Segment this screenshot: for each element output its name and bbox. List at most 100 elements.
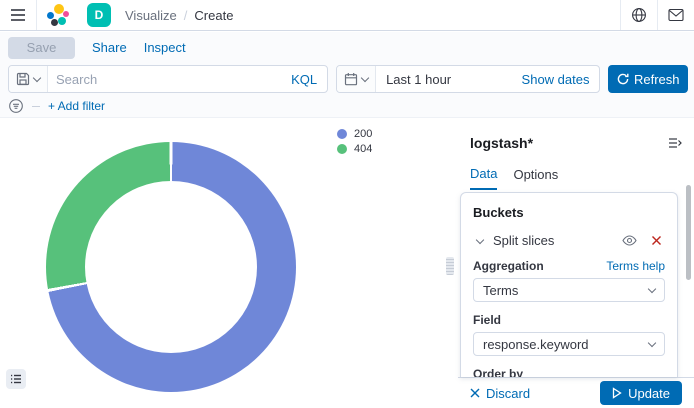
legend-item-200[interactable]: 200 bbox=[337, 128, 372, 140]
elastic-logo-dot bbox=[51, 19, 58, 26]
config-panel-header: logstash* bbox=[458, 118, 694, 162]
elastic-logo-dot bbox=[63, 11, 69, 17]
filter-bar-divider bbox=[32, 105, 40, 107]
elastic-logo[interactable] bbox=[47, 4, 69, 26]
field-field-group: Field response.keyword bbox=[473, 313, 665, 356]
chevron-down-icon[interactable] bbox=[475, 235, 485, 244]
play-icon bbox=[612, 387, 622, 399]
order-by-field-group: Order by Metric: Count bbox=[473, 367, 665, 377]
update-button[interactable]: Update bbox=[600, 381, 682, 405]
refresh-button[interactable]: Refresh bbox=[608, 65, 688, 93]
inspect-button[interactable]: Inspect bbox=[143, 40, 186, 55]
donut-chart[interactable] bbox=[46, 142, 296, 392]
legend-toggle-button[interactable] bbox=[6, 369, 26, 389]
calendar-icon bbox=[344, 72, 358, 86]
config-tabs: Data Options bbox=[458, 162, 694, 190]
legend-swatch bbox=[337, 144, 347, 154]
breadcrumb-separator: / bbox=[183, 7, 188, 23]
breadcrumb-create: Create bbox=[194, 7, 234, 23]
donut-hole bbox=[85, 181, 257, 353]
saved-query-menu[interactable] bbox=[9, 66, 48, 92]
order-by-label: Order by bbox=[473, 367, 524, 377]
legend-item-404[interactable]: 404 bbox=[337, 143, 372, 155]
breadcrumb: Visualize / Create bbox=[125, 8, 233, 23]
toggle-visibility-button[interactable] bbox=[619, 235, 640, 246]
show-dates-button[interactable]: Show dates bbox=[521, 71, 590, 87]
field-select[interactable]: response.keyword bbox=[473, 332, 665, 356]
aggregation-select[interactable]: Terms bbox=[473, 278, 665, 302]
filter-options-button[interactable] bbox=[8, 97, 24, 115]
top-header: D Visualize / Create bbox=[0, 0, 694, 31]
legend-swatch bbox=[337, 129, 347, 139]
aggregation-label: Aggregation bbox=[473, 259, 544, 273]
aggregation-field-group: Aggregation Terms help Terms bbox=[473, 259, 665, 302]
elastic-logo-dot bbox=[58, 17, 66, 25]
legend-label: 404 bbox=[354, 143, 373, 155]
tab-options[interactable]: Options bbox=[513, 166, 558, 190]
chart-legend: 200 404 bbox=[337, 128, 372, 155]
chevron-down-icon bbox=[647, 338, 657, 347]
elastic-logo-dot bbox=[47, 12, 54, 19]
remove-bucket-button[interactable] bbox=[648, 235, 665, 246]
menu-right-icon bbox=[668, 137, 682, 149]
date-quick-menu[interactable] bbox=[337, 66, 377, 92]
filter-circle-icon bbox=[8, 98, 24, 114]
query-bar: KQL Last 1 hour Show dates Refresh bbox=[0, 63, 694, 95]
buckets-card: Buckets Split slices bbox=[460, 192, 678, 377]
config-panel-body: Buckets Split slices bbox=[458, 190, 694, 377]
space-badge[interactable]: D bbox=[87, 3, 111, 27]
index-pattern-title: logstash* bbox=[470, 135, 534, 151]
search-box: KQL bbox=[8, 65, 329, 93]
main-content: 200 404 logstash* bbox=[0, 118, 694, 408]
chevron-down-icon bbox=[647, 284, 657, 293]
update-label: Update bbox=[628, 385, 670, 401]
config-panel-footer: Discard Update bbox=[458, 377, 694, 408]
header-right-icons bbox=[620, 0, 694, 30]
envelope-icon bbox=[668, 8, 684, 22]
header-divider bbox=[620, 0, 621, 30]
split-slices-row: Split slices bbox=[473, 233, 665, 248]
share-button[interactable]: Share bbox=[92, 40, 127, 55]
tab-data[interactable]: Data bbox=[470, 166, 498, 190]
refresh-icon bbox=[617, 73, 629, 85]
help-menu-button[interactable] bbox=[621, 0, 657, 30]
header-divider bbox=[657, 0, 658, 30]
close-icon bbox=[470, 388, 480, 398]
filter-bar: + Add filter bbox=[0, 95, 694, 118]
panel-scrollbar-thumb[interactable] bbox=[686, 185, 691, 280]
legend-label: 200 bbox=[354, 128, 373, 140]
terms-help-link[interactable]: Terms help bbox=[606, 259, 665, 273]
discard-button[interactable]: Discard bbox=[470, 386, 530, 401]
newsfeed-button[interactable] bbox=[658, 0, 694, 30]
aggregation-value: Terms bbox=[483, 282, 519, 298]
date-picker: Last 1 hour Show dates bbox=[336, 65, 601, 93]
list-icon bbox=[10, 373, 22, 385]
visualization-area: 200 404 bbox=[0, 118, 458, 408]
hamburger-icon bbox=[10, 8, 26, 22]
elastic-logo-dot bbox=[54, 4, 64, 14]
panel-resize-handle[interactable] bbox=[446, 257, 454, 275]
time-range-value[interactable]: Last 1 hour bbox=[386, 71, 452, 87]
chevron-down-icon bbox=[360, 73, 370, 82]
collapse-panel-button[interactable] bbox=[668, 128, 682, 158]
breadcrumb-visualize[interactable]: Visualize bbox=[125, 7, 177, 23]
chevron-down-icon bbox=[32, 73, 42, 82]
save-button[interactable]: Save bbox=[8, 36, 75, 59]
split-slices-label[interactable]: Split slices bbox=[493, 233, 555, 248]
field-label: Field bbox=[473, 313, 502, 327]
visualize-toolbar: Save Share Inspect bbox=[0, 32, 694, 63]
eye-icon bbox=[622, 235, 637, 246]
floppy-disk-icon bbox=[16, 72, 30, 86]
search-input[interactable] bbox=[48, 71, 292, 87]
config-panel: logstash* Data Options Buckets Split sli… bbox=[458, 118, 694, 408]
header-divider bbox=[36, 0, 37, 30]
close-icon bbox=[651, 235, 662, 246]
refresh-label: Refresh bbox=[633, 71, 680, 87]
globe-icon bbox=[631, 7, 647, 23]
discard-label: Discard bbox=[486, 385, 531, 401]
add-filter-button[interactable]: + Add filter bbox=[48, 99, 106, 113]
query-language-button[interactable]: KQL bbox=[291, 71, 318, 87]
buckets-heading: Buckets bbox=[473, 205, 524, 220]
hamburger-menu-button[interactable] bbox=[0, 0, 36, 30]
